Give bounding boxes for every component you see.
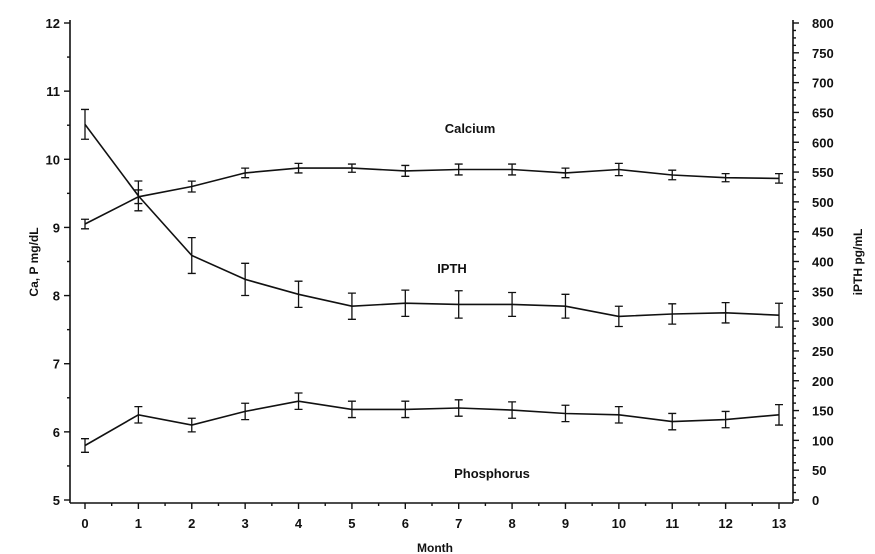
- x-tick-label: 2: [188, 516, 195, 531]
- phosphorus-point: [134, 405, 143, 424]
- phosphorus-point: [614, 405, 623, 424]
- left-tick-label: 7: [53, 357, 60, 372]
- phosphorus-series: [81, 392, 783, 453]
- calcium-point: [294, 162, 303, 174]
- ipth-point: [347, 292, 356, 320]
- ipth-point: [561, 293, 570, 319]
- x-axis-title: Month: [417, 541, 453, 554]
- right-axis-title: iPTH pg/mL: [851, 229, 865, 296]
- phosphorus-point: [508, 401, 517, 419]
- phosphorus-point: [241, 402, 250, 421]
- right-tick-label: 50: [812, 463, 826, 478]
- right-tick-label: 650: [812, 105, 834, 120]
- ipth-point: [187, 237, 196, 275]
- phosphorus-point: [721, 410, 730, 429]
- right-tick-label: 250: [812, 344, 834, 359]
- x-tick-label: 1: [135, 516, 142, 531]
- ticks: 5678910111205010015020025030035040045050…: [46, 16, 834, 531]
- right-tick-label: 0: [812, 493, 819, 508]
- x-tick-label: 9: [562, 516, 569, 531]
- left-tick-label: 9: [53, 220, 60, 235]
- phosphorus-point: [668, 412, 677, 431]
- left-axis-title: Ca, P mg/dL: [27, 227, 41, 296]
- right-tick-label: 150: [812, 404, 834, 419]
- calcium-point: [81, 218, 89, 230]
- phosphorus-point: [347, 400, 356, 419]
- phosphorus-point: [81, 438, 89, 453]
- phosphorus-point: [294, 392, 303, 411]
- phosphorus-point: [561, 404, 570, 423]
- x-tick-label: 0: [81, 516, 88, 531]
- x-tick-label: 8: [508, 516, 515, 531]
- phosphorus-label: Phosphorus: [454, 466, 530, 481]
- calcium-point: [187, 180, 196, 193]
- right-tick-label: 600: [812, 135, 834, 150]
- ipth-point: [508, 291, 517, 318]
- ipth-point: [134, 180, 143, 212]
- calcium-point: [775, 172, 783, 184]
- x-tick-label: 7: [455, 516, 462, 531]
- left-tick-label: 8: [53, 289, 60, 304]
- calcium-point: [614, 162, 623, 177]
- calcium-series: [81, 162, 783, 230]
- x-tick-label: 12: [718, 516, 732, 531]
- x-tick-label: 13: [772, 516, 786, 531]
- ipth-point: [614, 305, 623, 328]
- right-tick-label: 500: [812, 195, 834, 210]
- calcium-point: [347, 163, 356, 173]
- ipth-label: IPTH: [437, 261, 467, 276]
- axes: [69, 20, 794, 504]
- phosphorus-point: [454, 399, 463, 417]
- calcium-point: [454, 163, 463, 176]
- calcium-point: [508, 163, 517, 176]
- calcium-point: [241, 167, 250, 179]
- left-tick-label: 12: [46, 16, 60, 31]
- left-tick-label: 10: [46, 152, 60, 167]
- right-tick-label: 350: [812, 284, 834, 299]
- x-tick-label: 10: [612, 516, 626, 531]
- calcium-point: [668, 169, 677, 181]
- right-tick-label: 800: [812, 16, 834, 31]
- ipth-point: [401, 289, 410, 318]
- ipth-line: [84, 123, 780, 318]
- x-tick-label: 4: [295, 516, 303, 531]
- right-tick-label: 100: [812, 433, 834, 448]
- calcium-point: [401, 164, 410, 177]
- ipth-point: [721, 301, 730, 324]
- left-tick-label: 5: [53, 493, 60, 508]
- right-tick-label: 550: [812, 165, 834, 180]
- left-tick-label: 11: [46, 84, 60, 99]
- right-tick-label: 200: [812, 374, 834, 389]
- ipth-point: [294, 280, 303, 309]
- right-tick-label: 300: [812, 314, 834, 329]
- x-tick-label: 3: [242, 516, 249, 531]
- phosphorus-point: [187, 417, 196, 433]
- calcium-point: [561, 167, 570, 179]
- series-layer: [81, 108, 783, 453]
- x-tick-label: 5: [348, 516, 355, 531]
- phosphorus-point: [401, 400, 410, 419]
- ipth-point: [241, 262, 250, 297]
- calcium-point: [721, 172, 730, 183]
- ipth-point: [81, 108, 89, 140]
- left-tick-label: 6: [53, 425, 60, 440]
- calcium-label: Calcium: [445, 121, 496, 136]
- phosphorus-point: [775, 403, 783, 426]
- ipth-point: [668, 303, 677, 325]
- ipth-point: [775, 302, 783, 328]
- calcium-line: [84, 167, 780, 225]
- right-tick-label: 750: [812, 46, 834, 61]
- right-tick-label: 450: [812, 225, 834, 240]
- right-tick-label: 400: [812, 255, 834, 270]
- x-tick-label: 11: [665, 516, 679, 531]
- ipth-series: [81, 108, 783, 328]
- ipth-point: [454, 290, 463, 319]
- phosphorus-line: [84, 400, 780, 447]
- x-tick-label: 6: [402, 516, 409, 531]
- right-tick-label: 700: [812, 76, 834, 91]
